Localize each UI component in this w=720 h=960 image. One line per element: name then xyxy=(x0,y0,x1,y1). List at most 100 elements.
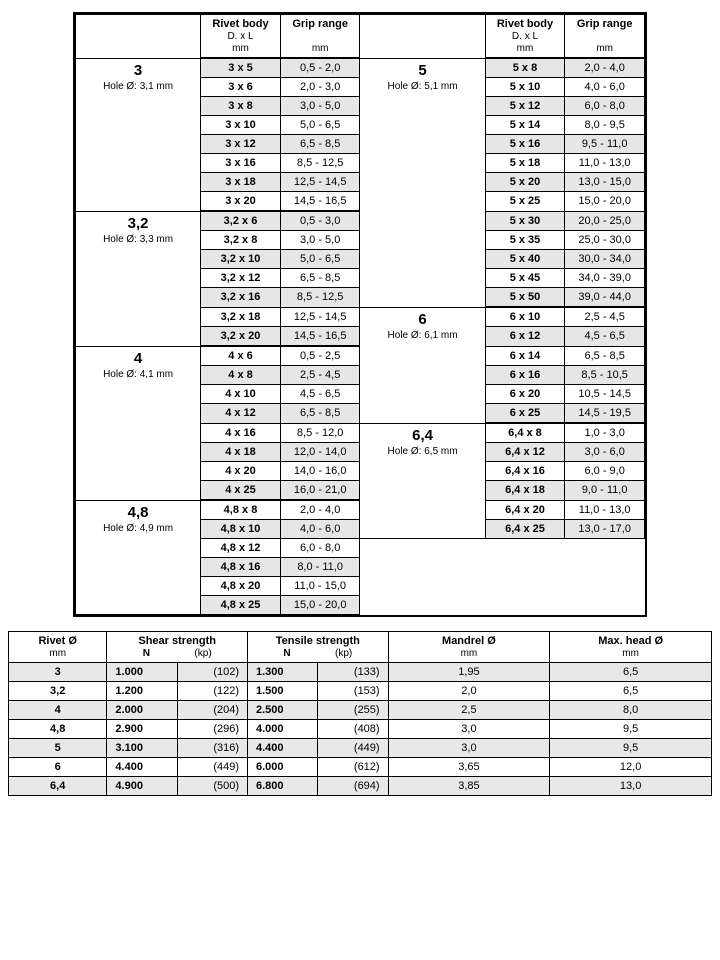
grip-range-cell: 6,0 - 9,0 xyxy=(565,462,645,481)
rivet-body-cell: 5 x 8 xyxy=(485,58,565,78)
rivet-diameter-cell: 3 xyxy=(9,663,107,682)
rivet-size-table: Rivet body D. x L mm Grip range mm Rivet… xyxy=(73,12,647,617)
tensile-kp-cell: (133) xyxy=(318,663,388,682)
grip-range-cell: 8,5 - 10,5 xyxy=(565,366,645,385)
header-row: Rivet body D. x L mm Grip range mm Rivet… xyxy=(76,15,645,59)
rivet-body-cell: 3,2 x 16 xyxy=(201,288,281,308)
grip-range-cell: 14,5 - 16,5 xyxy=(280,327,360,347)
spec-header-head: Max. head Ømm xyxy=(550,632,712,663)
spec-header-rivet: Rivet Ømm xyxy=(9,632,107,663)
spec-header-tensile: Tensile strength N (kp) xyxy=(248,632,389,663)
head-cell: 8,0 xyxy=(550,701,712,720)
group-subtitle: Hole Ø: 4,9 mm xyxy=(80,523,196,534)
rivet-body-cell: 4 x 6 xyxy=(201,346,281,366)
rivet-body-cell: 3,2 x 20 xyxy=(201,327,281,347)
group-title: 6,4 xyxy=(364,427,480,444)
rivet-body-cell: 6,4 x 8 xyxy=(485,423,565,443)
shear-kp-cell: (296) xyxy=(177,720,247,739)
grip-range-cell: 39,0 - 44,0 xyxy=(565,288,645,308)
header-grip-right: Grip range mm xyxy=(565,15,645,59)
rivet-body-cell: 4,8 x 12 xyxy=(201,539,281,558)
rivet-body-cell: 3 x 18 xyxy=(201,173,281,192)
tensile-n-cell: 4.000 xyxy=(248,720,318,739)
grip-range-cell: 25,0 - 30,0 xyxy=(565,231,645,250)
shear-kp-cell: (449) xyxy=(177,758,247,777)
rivet-body-cell: 4,8 x 20 xyxy=(201,577,281,596)
shear-n-cell: 2.000 xyxy=(107,701,177,720)
grip-range-cell: 6,5 - 8,5 xyxy=(280,269,360,288)
tensile-n-cell: 6.000 xyxy=(248,758,318,777)
tensile-n-cell: 1.300 xyxy=(248,663,318,682)
grip-range-cell: 3,0 - 5,0 xyxy=(280,231,360,250)
group-title: 3,2 xyxy=(80,215,196,232)
group-cell: 3,2Hole Ø: 3,3 mm xyxy=(76,211,201,346)
mandrel-cell: 3,85 xyxy=(388,777,550,796)
rivet-diameter-cell: 5 xyxy=(9,739,107,758)
grip-range-cell: 0,5 - 3,0 xyxy=(280,211,360,231)
shear-kp-cell: (102) xyxy=(177,663,247,682)
rivet-body-cell: 4 x 16 xyxy=(201,423,281,443)
grip-range-cell: 20,0 - 25,0 xyxy=(565,211,645,231)
rivet-diameter-cell: 4 xyxy=(9,701,107,720)
rivet-body-cell: 5 x 16 xyxy=(485,135,565,154)
mandrel-cell: 1,95 xyxy=(388,663,550,682)
grip-range-cell: 14,5 - 19,5 xyxy=(565,404,645,424)
rivet-body-cell: 3 x 6 xyxy=(201,78,281,97)
rivet-body-cell: 3 x 20 xyxy=(201,192,281,212)
rivet-body-cell: 6 x 16 xyxy=(485,366,565,385)
rivet-body-cell: 3,2 x 12 xyxy=(201,269,281,288)
grip-range-cell: 0,5 - 2,5 xyxy=(280,346,360,366)
grip-range-cell: 4,0 - 6,0 xyxy=(280,520,360,539)
spec-row: 6,44.900(500)6.800(694)3,8513,0 xyxy=(9,777,712,796)
rivet-body-cell: 6 x 12 xyxy=(485,327,565,347)
grip-range-cell: 12,5 - 14,5 xyxy=(280,307,360,327)
rivet-body-cell: 3 x 12 xyxy=(201,135,281,154)
header-rivet-body-left: Rivet body D. x L mm xyxy=(201,15,281,59)
grip-range-cell: 15,0 - 20,0 xyxy=(280,596,360,615)
grip-range-cell: 2,0 - 4,0 xyxy=(565,58,645,78)
rivet-body-cell: 6,4 x 25 xyxy=(485,520,565,539)
rivet-body-cell: 3,2 x 6 xyxy=(201,211,281,231)
rivet-body-cell: 6,4 x 16 xyxy=(485,462,565,481)
grip-range-cell: 4,5 - 6,5 xyxy=(565,327,645,347)
rivet-body-cell: 3 x 10 xyxy=(201,116,281,135)
rivet-diameter-cell: 6,4 xyxy=(9,777,107,796)
rivet-body-cell: 3 x 5 xyxy=(201,58,281,78)
grip-range-cell: 16,0 - 21,0 xyxy=(280,481,360,501)
shear-kp-cell: (316) xyxy=(177,739,247,758)
spec-header-mandrel: Mandrel Ømm xyxy=(388,632,550,663)
grip-range-cell: 3,0 - 6,0 xyxy=(565,443,645,462)
rivet-body-cell: 6 x 20 xyxy=(485,385,565,404)
spec-row: 3,21.200(122)1.500(153)2,06,5 xyxy=(9,682,712,701)
rivet-body-cell: 4 x 20 xyxy=(201,462,281,481)
spec-header-row: Rivet Ømm Shear strength N (kp) Tensile … xyxy=(9,632,712,663)
rivet-diameter-cell: 3,2 xyxy=(9,682,107,701)
group-cell: 5Hole Ø: 5,1 mm xyxy=(360,58,485,307)
rivet-body-cell: 3 x 8 xyxy=(201,97,281,116)
rivet-body-cell: 4 x 25 xyxy=(201,481,281,501)
rivet-body-cell: 5 x 35 xyxy=(485,231,565,250)
shear-n-cell: 1.000 xyxy=(107,663,177,682)
grip-range-cell: 11,0 - 13,0 xyxy=(565,154,645,173)
rivet-body-cell: 6 x 10 xyxy=(485,307,565,327)
grip-range-cell: 14,0 - 16,0 xyxy=(280,462,360,481)
rivet-body-cell: 4,8 x 8 xyxy=(201,500,281,520)
grip-range-cell: 10,5 - 14,5 xyxy=(565,385,645,404)
rivet-body-cell: 5 x 14 xyxy=(485,116,565,135)
group-cell: 4,8Hole Ø: 4,9 mm xyxy=(76,500,201,615)
rivet-body-cell: 6,4 x 20 xyxy=(485,500,565,520)
rivet-spec-table: Rivet Ømm Shear strength N (kp) Tensile … xyxy=(8,631,712,796)
grip-range-cell: 2,0 - 3,0 xyxy=(280,78,360,97)
grip-range-cell: 6,0 - 8,0 xyxy=(565,97,645,116)
grip-range-cell: 1,0 - 3,0 xyxy=(565,423,645,443)
rivet-body-cell: 5 x 40 xyxy=(485,250,565,269)
grip-range-cell: 8,5 - 12,5 xyxy=(280,154,360,173)
grip-range-cell: 4,5 - 6,5 xyxy=(280,385,360,404)
header-blank-left xyxy=(76,15,201,59)
rivet-body-cell: 4 x 18 xyxy=(201,443,281,462)
tensile-n-cell: 2.500 xyxy=(248,701,318,720)
rivet-body-cell: 4,8 x 16 xyxy=(201,558,281,577)
tensile-kp-cell: (153) xyxy=(318,682,388,701)
grip-range-cell: 8,5 - 12,5 xyxy=(280,288,360,308)
tensile-kp-cell: (255) xyxy=(318,701,388,720)
